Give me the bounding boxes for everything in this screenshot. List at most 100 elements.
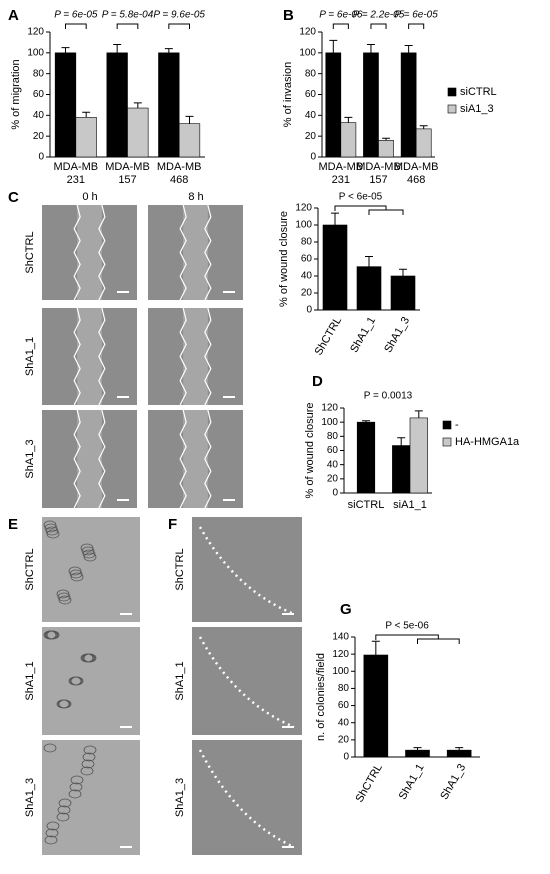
p-value: P = 6e-05 (54, 10, 98, 21)
micrograph (192, 627, 302, 735)
x-tick-label: MDA-MB (394, 161, 439, 173)
wound-edge (73, 204, 81, 301)
bracket (370, 23, 387, 29)
cell (58, 595, 72, 605)
x-tick-label: siCTRL (348, 499, 385, 511)
x-tick-label: ShA1_1 (397, 762, 427, 802)
y-tick-label: 100 (295, 220, 312, 231)
error-bar (371, 640, 380, 655)
cell (56, 589, 70, 599)
x-tick-label: 231 (67, 174, 85, 186)
wound-gap (77, 205, 102, 300)
error-bar (382, 137, 391, 141)
legend-swatch (447, 104, 457, 114)
cell (46, 529, 60, 539)
wound-edge (204, 409, 212, 509)
y-tick-label: 120 (332, 649, 349, 660)
y-axis-label: % of wound closure (304, 403, 316, 499)
x-tick-label: siA1_1 (393, 499, 427, 511)
y-tick-label: 80 (305, 68, 317, 79)
cell (70, 572, 84, 582)
cell (43, 520, 57, 530)
x-tick-label: MDA-MB (319, 161, 364, 173)
p-value: P = 9.6e-05 (153, 10, 205, 21)
p-value: P = 5.8e-04 (102, 10, 154, 21)
x-tick-label: ShCTRL (353, 762, 384, 805)
panel-letter: G (340, 601, 352, 618)
x-tick-label: MDA-MB (157, 161, 202, 173)
colony-edge (198, 526, 295, 616)
x-tick-label: ShA1_1 (348, 315, 378, 355)
y-tick-label: 20 (33, 131, 45, 142)
y-tick-label: 80 (327, 431, 339, 442)
cell (82, 752, 96, 762)
micrograph (42, 627, 140, 735)
y-tick-label: 60 (305, 89, 317, 100)
y-axis-label: n. of colonies/field (315, 653, 327, 741)
error-bar (419, 125, 428, 129)
panel-letter: A (8, 7, 19, 24)
cell (43, 743, 57, 753)
y-tick-label: 60 (33, 89, 45, 100)
legend-label: siA1_3 (460, 103, 494, 115)
error-bar (414, 410, 423, 418)
bracket (408, 23, 425, 29)
error-bar (413, 747, 422, 751)
wound-edge (98, 307, 106, 406)
y-tick-label: 120 (299, 27, 316, 38)
error-bar (329, 39, 338, 53)
wound-edge (179, 307, 187, 406)
error-bar (133, 102, 142, 109)
panel-letter: D (312, 373, 323, 390)
y-tick-label: 60 (338, 700, 350, 711)
y-tick-label: 100 (27, 47, 44, 58)
y-tick-label: 0 (38, 152, 44, 163)
wound-edge (179, 204, 187, 301)
cell (57, 592, 71, 602)
cell (58, 699, 72, 709)
y-tick-label: 40 (301, 271, 313, 282)
y-tick-label: 80 (33, 68, 45, 79)
y-tick-label: 20 (338, 734, 350, 745)
x-tick-label: 157 (118, 174, 136, 186)
panel-letter: F (168, 516, 177, 533)
bracket (168, 23, 190, 29)
cell (58, 798, 72, 808)
wound-gap (183, 308, 208, 405)
y-tick-label: 80 (301, 237, 313, 248)
cell (81, 546, 95, 556)
wound-edge (98, 204, 106, 301)
bracket (116, 23, 139, 29)
bar (54, 52, 77, 158)
cell (46, 821, 60, 831)
y-tick-label: 40 (305, 110, 317, 121)
panel-letter: B (283, 7, 294, 24)
bar (106, 52, 128, 158)
error-bar (397, 437, 406, 446)
micrograph (42, 740, 140, 855)
image-row-label: ShA1_1 (24, 661, 36, 700)
bar (400, 52, 417, 158)
bar (158, 52, 180, 158)
bar (356, 266, 382, 311)
bar (340, 122, 357, 158)
bar (446, 749, 472, 758)
y-tick-label: 60 (327, 445, 339, 456)
cell (70, 775, 84, 785)
y-tick-label: 120 (321, 403, 338, 414)
error-bar (113, 44, 122, 53)
image-row-label: ShCTRL (174, 548, 186, 590)
error-bar (365, 255, 373, 267)
wound-gap (183, 410, 208, 508)
bar (378, 140, 394, 158)
x-tick-label: 231 (332, 174, 350, 186)
y-tick-label: 20 (301, 288, 313, 299)
cell (80, 543, 94, 553)
cell (56, 812, 70, 822)
bar (390, 275, 416, 311)
image-row-label: ShA1_3 (24, 778, 36, 817)
bar (75, 117, 97, 158)
wound-gap (77, 308, 102, 405)
micrograph (192, 740, 302, 855)
